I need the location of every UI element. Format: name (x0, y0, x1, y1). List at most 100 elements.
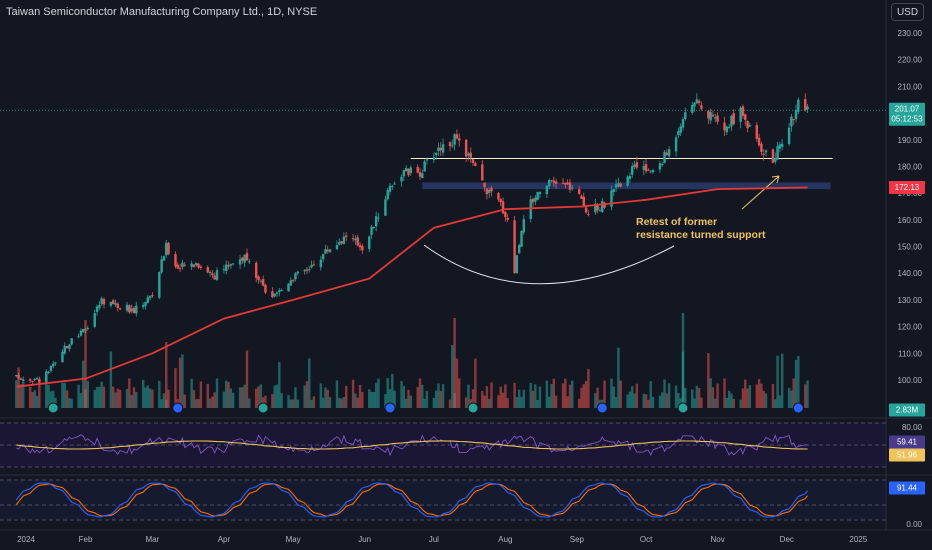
volume-bar (377, 378, 380, 408)
volume-bar (15, 380, 18, 408)
candle-body (338, 242, 341, 245)
x-tick-label: Dec (780, 535, 794, 544)
volume-bar (667, 383, 671, 408)
candle-body (79, 330, 83, 336)
volume-bar (208, 398, 212, 408)
volume-bar (255, 388, 258, 408)
volume-bar (797, 355, 800, 408)
volume-bar (571, 380, 574, 408)
volume-bar (128, 378, 131, 408)
volume-bar (518, 389, 521, 408)
candle-body (755, 125, 759, 139)
candle-body (211, 273, 214, 276)
volume-bar (238, 387, 242, 408)
candle-body (146, 297, 149, 304)
volume-bar (748, 385, 752, 408)
rsi-value-tag-text: 59.41 (897, 438, 918, 447)
volume-bar (264, 395, 267, 408)
volume-bar (418, 378, 422, 408)
candle-body (594, 203, 597, 213)
candle-body (190, 263, 193, 267)
volume-bar (241, 387, 244, 408)
volume-bar (195, 399, 198, 408)
ma-value-tag (889, 180, 925, 194)
volume-bar (792, 378, 795, 408)
candle-body (255, 262, 258, 278)
annotation-line-2: resistance turned support (636, 229, 766, 241)
earnings-icon (47, 402, 59, 414)
volume-bar (82, 360, 85, 408)
moving-average-line (16, 186, 808, 388)
candle-body (195, 262, 198, 266)
volume-bar (109, 351, 113, 408)
candle-body (192, 264, 196, 267)
volume-bar (328, 397, 332, 408)
dividend-icon (384, 402, 396, 414)
volume-bar (681, 313, 685, 408)
candle-body (806, 106, 809, 110)
candle-body (294, 273, 297, 280)
candle-body (515, 255, 519, 273)
volume-bar (790, 390, 793, 408)
volume-bar (481, 390, 484, 408)
volume-bar (755, 384, 759, 408)
candle-body (144, 302, 147, 306)
candle-body (617, 183, 620, 187)
candle-body (794, 110, 798, 119)
volume-bar (135, 392, 138, 408)
x-tick-label: Oct (640, 535, 653, 544)
candle-body (488, 189, 491, 193)
volume-bar (206, 383, 209, 408)
candle-body (229, 263, 233, 266)
x-tick-label: Jun (358, 535, 371, 544)
candle-body (231, 263, 235, 265)
candle-body (125, 304, 129, 311)
candle-body (584, 207, 588, 213)
volume-bar (776, 355, 779, 408)
candle-body (296, 271, 299, 274)
volume-bar (663, 379, 666, 408)
volume-bar (291, 399, 295, 408)
volume-bar (324, 387, 327, 408)
candle-body (635, 162, 639, 168)
y-tick-label: 160.00 (898, 216, 923, 225)
volume-bar (63, 382, 66, 408)
volume-bar (677, 393, 680, 408)
volume-bar (644, 394, 648, 408)
volume-bar (568, 384, 572, 408)
candle-body (400, 176, 403, 182)
volume-bar (165, 342, 168, 408)
volume-bar (338, 397, 341, 408)
volume-bar (716, 383, 719, 408)
candle-body (647, 169, 650, 171)
volume-bar (520, 396, 523, 408)
candle-body (663, 151, 666, 163)
volume-bar (409, 395, 412, 408)
candle-body (649, 171, 652, 173)
candle-body (580, 195, 583, 199)
volume-bar (280, 393, 283, 408)
candle-body (596, 204, 599, 211)
candle-body (206, 267, 209, 273)
rsi-ma-line (16, 440, 808, 450)
candle-body (35, 378, 39, 380)
volume-bar (416, 386, 419, 408)
candle-body (31, 381, 34, 383)
volume-bar (84, 320, 87, 408)
volume-bar (231, 392, 235, 408)
volume-bar (771, 384, 775, 408)
candle-body (658, 163, 662, 170)
candle-body (520, 230, 523, 247)
currency-button[interactable]: USD (891, 3, 924, 21)
volume-bar (213, 392, 216, 408)
volume-bar (118, 389, 122, 408)
volume-bar (458, 378, 461, 408)
candle-body (776, 146, 779, 160)
volume-bar (388, 389, 392, 408)
dividend-icon (792, 402, 804, 414)
volume-bar (631, 386, 634, 408)
earnings-icon (677, 402, 689, 414)
volume-bar (538, 386, 542, 408)
volume-bar (227, 382, 230, 408)
